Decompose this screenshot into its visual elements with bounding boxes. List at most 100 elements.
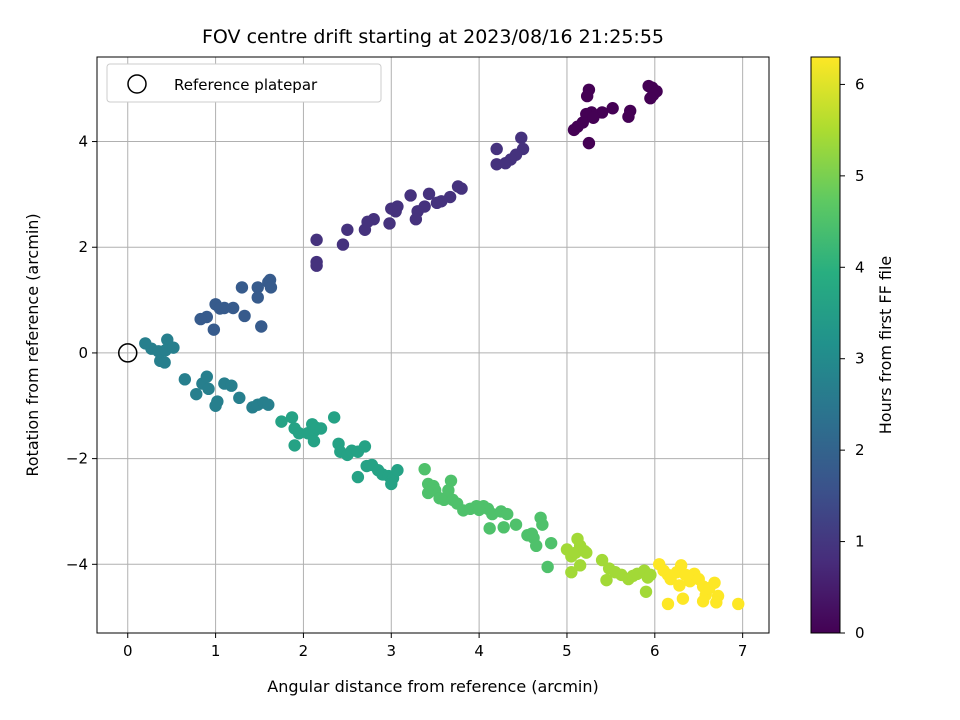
data-point bbox=[573, 559, 587, 572]
data-point bbox=[358, 440, 372, 453]
data-point bbox=[233, 391, 246, 405]
data-point bbox=[541, 560, 554, 574]
data-point bbox=[644, 92, 657, 105]
colorbar-tick-label: 4 bbox=[855, 258, 865, 276]
data-point bbox=[385, 202, 398, 215]
data-point bbox=[595, 553, 609, 567]
data-point bbox=[418, 462, 431, 476]
data-point bbox=[327, 411, 341, 424]
data-point bbox=[536, 518, 549, 531]
data-point bbox=[644, 568, 657, 582]
x-tick-label: 7 bbox=[738, 642, 748, 660]
colorbar-tick-label: 5 bbox=[855, 167, 865, 185]
legend-box bbox=[106, 63, 382, 103]
data-point bbox=[409, 213, 423, 226]
x-tick-label: 4 bbox=[474, 642, 484, 660]
data-point bbox=[490, 158, 503, 171]
data-point bbox=[442, 484, 455, 497]
data-point bbox=[639, 585, 653, 598]
data-point bbox=[336, 238, 350, 251]
data-point bbox=[580, 89, 594, 103]
data-point bbox=[490, 142, 503, 156]
data-point bbox=[314, 422, 328, 435]
data-point bbox=[235, 281, 249, 294]
data-point bbox=[251, 291, 264, 304]
data-point bbox=[226, 301, 240, 315]
data-point bbox=[238, 309, 251, 323]
colorbar-ticks: 0 1 2 3 4 5 6 bbox=[840, 75, 865, 642]
data-point bbox=[444, 474, 458, 488]
data-point bbox=[383, 217, 396, 230]
data-point bbox=[391, 464, 404, 477]
data-point bbox=[501, 507, 514, 521]
data-point bbox=[567, 123, 581, 137]
data-point bbox=[202, 382, 215, 396]
data-point bbox=[483, 522, 496, 535]
data-point bbox=[582, 136, 596, 150]
data-point bbox=[341, 223, 354, 236]
chart-title: FOV centre drift starting at 2023/08/16 … bbox=[202, 26, 664, 48]
y-tick-label: 0 bbox=[78, 344, 88, 362]
data-point bbox=[264, 281, 278, 294]
data-point bbox=[404, 189, 417, 202]
colorbar-tick-label: 2 bbox=[855, 441, 865, 459]
data-point bbox=[167, 341, 180, 354]
data-point bbox=[385, 477, 398, 491]
data-point bbox=[600, 573, 613, 587]
data-point bbox=[351, 470, 365, 484]
x-tick-label: 6 bbox=[650, 642, 660, 660]
plot-frame bbox=[96, 56, 770, 634]
data-point bbox=[451, 180, 465, 193]
data-point bbox=[673, 579, 686, 592]
data-point bbox=[509, 518, 523, 531]
y-axis-ticks: −4 −2 0 2 4 bbox=[66, 133, 97, 573]
data-point bbox=[544, 536, 558, 550]
data-point bbox=[437, 493, 451, 507]
data-point bbox=[190, 387, 203, 401]
data-point bbox=[158, 356, 171, 369]
colorbar-tick-label: 0 bbox=[855, 624, 865, 642]
data-point bbox=[515, 131, 528, 145]
data-point bbox=[421, 486, 435, 500]
data-point bbox=[606, 102, 619, 115]
data-point bbox=[732, 597, 745, 611]
data-point bbox=[580, 546, 593, 559]
data-point bbox=[530, 539, 543, 553]
data-point bbox=[696, 595, 710, 608]
x-tick-label: 0 bbox=[123, 642, 133, 660]
data-point bbox=[622, 110, 635, 123]
reference-platepar-marker bbox=[117, 343, 138, 363]
data-point bbox=[422, 187, 436, 201]
data-point bbox=[285, 411, 299, 424]
data-point bbox=[676, 592, 690, 605]
data-point bbox=[430, 196, 444, 210]
x-tick-label: 2 bbox=[299, 642, 309, 660]
y-tick-label: 2 bbox=[78, 238, 88, 256]
data-point bbox=[674, 559, 688, 572]
data-point bbox=[310, 233, 323, 247]
data-point bbox=[525, 527, 539, 540]
data-point bbox=[262, 398, 275, 411]
data-point bbox=[225, 379, 238, 392]
legend-marker bbox=[127, 74, 147, 94]
x-tick-label: 3 bbox=[387, 642, 397, 660]
x-tick-label: 1 bbox=[211, 642, 221, 660]
data-point bbox=[661, 597, 675, 611]
y-axis-label: Rotation from reference (arcmin) bbox=[23, 213, 42, 476]
data-point bbox=[310, 259, 323, 272]
y-tick-label: −2 bbox=[66, 450, 88, 468]
legend: Reference platepar bbox=[106, 63, 382, 103]
colorbar-tick-label: 6 bbox=[855, 75, 865, 93]
data-point bbox=[307, 434, 321, 448]
y-tick-label: 4 bbox=[78, 133, 88, 151]
data-point bbox=[288, 439, 301, 452]
data-point bbox=[497, 521, 510, 534]
data-point bbox=[200, 370, 214, 383]
y-tick-label: −4 bbox=[66, 555, 88, 573]
x-tick-label: 5 bbox=[562, 642, 572, 660]
colorbar-tick-label: 3 bbox=[855, 350, 865, 368]
colorbar: 0 1 2 3 4 5 6 Hours from first FF file bbox=[810, 56, 895, 642]
data-point bbox=[472, 503, 486, 517]
data-point bbox=[565, 566, 578, 579]
